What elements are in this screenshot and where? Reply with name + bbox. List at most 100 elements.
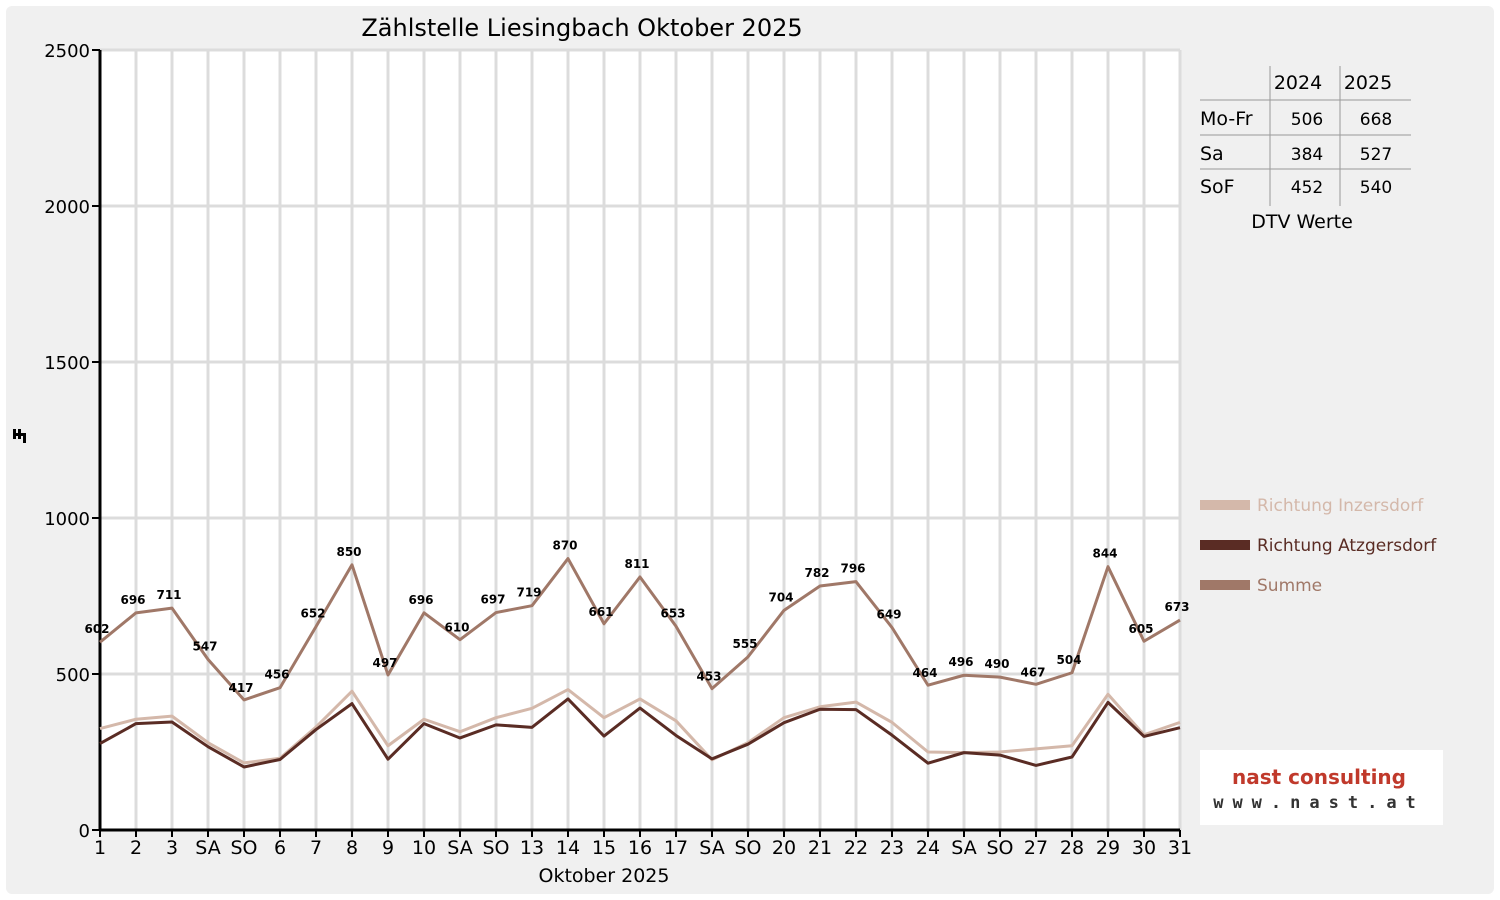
data-label: 811	[624, 557, 649, 571]
x-tick-label: 1	[94, 837, 106, 859]
y-tick-label: 500	[56, 665, 90, 686]
data-label: 704	[768, 590, 793, 604]
data-label: 496	[948, 655, 973, 669]
x-tick-label: 21	[808, 837, 832, 859]
table-cell: 452	[1291, 178, 1323, 198]
table-header-2024: 2024	[1274, 72, 1322, 94]
data-label: 417	[228, 681, 253, 695]
y-tick-label: 1500	[44, 353, 90, 374]
data-label: 796	[840, 562, 865, 576]
data-label: 653	[660, 606, 685, 620]
x-tick-label: 3	[166, 837, 178, 859]
table-row-label: SoF	[1200, 176, 1235, 198]
x-tick-label: 13	[520, 837, 544, 859]
data-label: 696	[408, 593, 433, 607]
data-label: 467	[1020, 665, 1045, 679]
x-tick-label: 27	[1024, 837, 1048, 859]
table-row-label: Mo-Fr	[1200, 108, 1253, 130]
x-tick-label: SA	[699, 837, 724, 859]
x-tick-label: SA	[195, 837, 220, 859]
series-lines	[99, 557, 1181, 769]
table-row-label: Sa	[1200, 143, 1224, 165]
data-label: 602	[84, 622, 109, 636]
table-cell: 668	[1360, 110, 1392, 130]
data-label: 711	[156, 588, 181, 602]
legend-label: Richtung Atzgersdorf	[1257, 536, 1437, 556]
nast-logo: nast consulting www.nast.at	[1200, 750, 1443, 825]
x-tick-label: 22	[844, 837, 868, 859]
x-tick-label: 23	[880, 837, 904, 859]
series-line-3	[99, 557, 1181, 702]
x-tick-label: 20	[772, 837, 796, 859]
data-label: 464	[912, 666, 937, 680]
x-tick-label: SA	[951, 837, 976, 859]
data-label: 497	[372, 656, 397, 670]
data-label: 547	[192, 639, 217, 653]
legend: Richtung Inzersdorf Richtung Atzgersdorf S…	[1200, 496, 1437, 596]
data-label: 555	[732, 637, 757, 651]
table-cell: 540	[1360, 178, 1392, 198]
x-tick-label: 7	[310, 837, 322, 859]
x-tick-label: 10	[412, 837, 436, 859]
legend-swatch	[1200, 500, 1250, 510]
legend-label: Summe	[1257, 576, 1322, 596]
x-tick-label: SO	[986, 837, 1013, 859]
data-label: 504	[1056, 653, 1081, 667]
x-tick-label: 15	[592, 837, 616, 859]
x-tick-label: 8	[346, 837, 358, 859]
x-tick-label: 2	[130, 837, 142, 859]
axes	[92, 49, 1181, 837]
data-label: 453	[696, 670, 721, 684]
x-tick-label: 29	[1096, 837, 1120, 859]
x-tick-label: 24	[916, 837, 940, 859]
x-tick-label: 30	[1132, 837, 1156, 859]
legend-swatch	[1200, 540, 1250, 550]
x-tick-label: 31	[1168, 837, 1192, 859]
data-label: 673	[1164, 600, 1189, 614]
data-label: 490	[984, 657, 1009, 671]
data-label: 605	[1128, 622, 1153, 636]
x-tick-label: SA	[447, 837, 472, 859]
x-tick-labels: 1 2 3 SA SO 6 7 8 9 10 SA SO 13 14 15 16 17 SA SO 20 21 22 23 2…	[94, 837, 1192, 859]
x-tick-label: SO	[482, 837, 509, 859]
data-label: 649	[876, 608, 901, 622]
y-axis-marker-icon	[13, 429, 26, 443]
data-labels: 602 696 711 547 417 456 652 850 497 696 610 697 719 8…	[84, 539, 1189, 695]
chart-title: Zählstelle Liesingbach Oktober 2025	[361, 14, 802, 42]
x-tick-label: 6	[274, 837, 286, 859]
x-tick-label: 9	[382, 837, 394, 859]
y-tick-label: 2000	[44, 197, 90, 218]
data-label: 697	[480, 593, 505, 607]
logo-sub-text: www.nast.at	[1213, 793, 1425, 813]
y-tick-label: 2500	[44, 41, 90, 62]
x-tick-label: 16	[628, 837, 652, 859]
table-cell: 527	[1360, 145, 1392, 165]
y-tick-label: 0	[79, 821, 90, 842]
data-label: 870	[552, 539, 577, 553]
data-label: 610	[444, 621, 469, 635]
table-caption: DTV Werte	[1251, 211, 1353, 233]
x-axis-label: Oktober 2025	[539, 865, 670, 887]
data-label: 844	[1092, 547, 1117, 561]
x-tick-label: SO	[734, 837, 761, 859]
data-label: 696	[120, 593, 145, 607]
table-cell: 384	[1291, 145, 1323, 165]
legend-label: Richtung Inzersdorf	[1257, 496, 1424, 516]
data-label: 782	[804, 566, 829, 580]
logo-main-text: nast consulting	[1232, 765, 1406, 789]
dtv-table: 2024 2025 Mo-Fr 506 668 Sa 384 527 SoF 4…	[1200, 66, 1411, 233]
x-tick-label: 17	[664, 837, 688, 859]
y-tick-labels: 0 500 1000 1500 2000 2500	[44, 41, 90, 842]
data-label: 661	[588, 605, 613, 619]
data-label: 850	[336, 545, 361, 559]
data-label: 652	[300, 607, 325, 621]
x-tick-label: 28	[1060, 837, 1084, 859]
x-tick-label: SO	[230, 837, 257, 859]
table-header-2025: 2025	[1344, 72, 1392, 94]
data-label: 719	[516, 586, 541, 600]
legend-swatch	[1200, 580, 1250, 590]
x-tick-label: 14	[556, 837, 580, 859]
y-tick-label: 1000	[44, 509, 90, 530]
series-line-2	[99, 697, 1181, 769]
